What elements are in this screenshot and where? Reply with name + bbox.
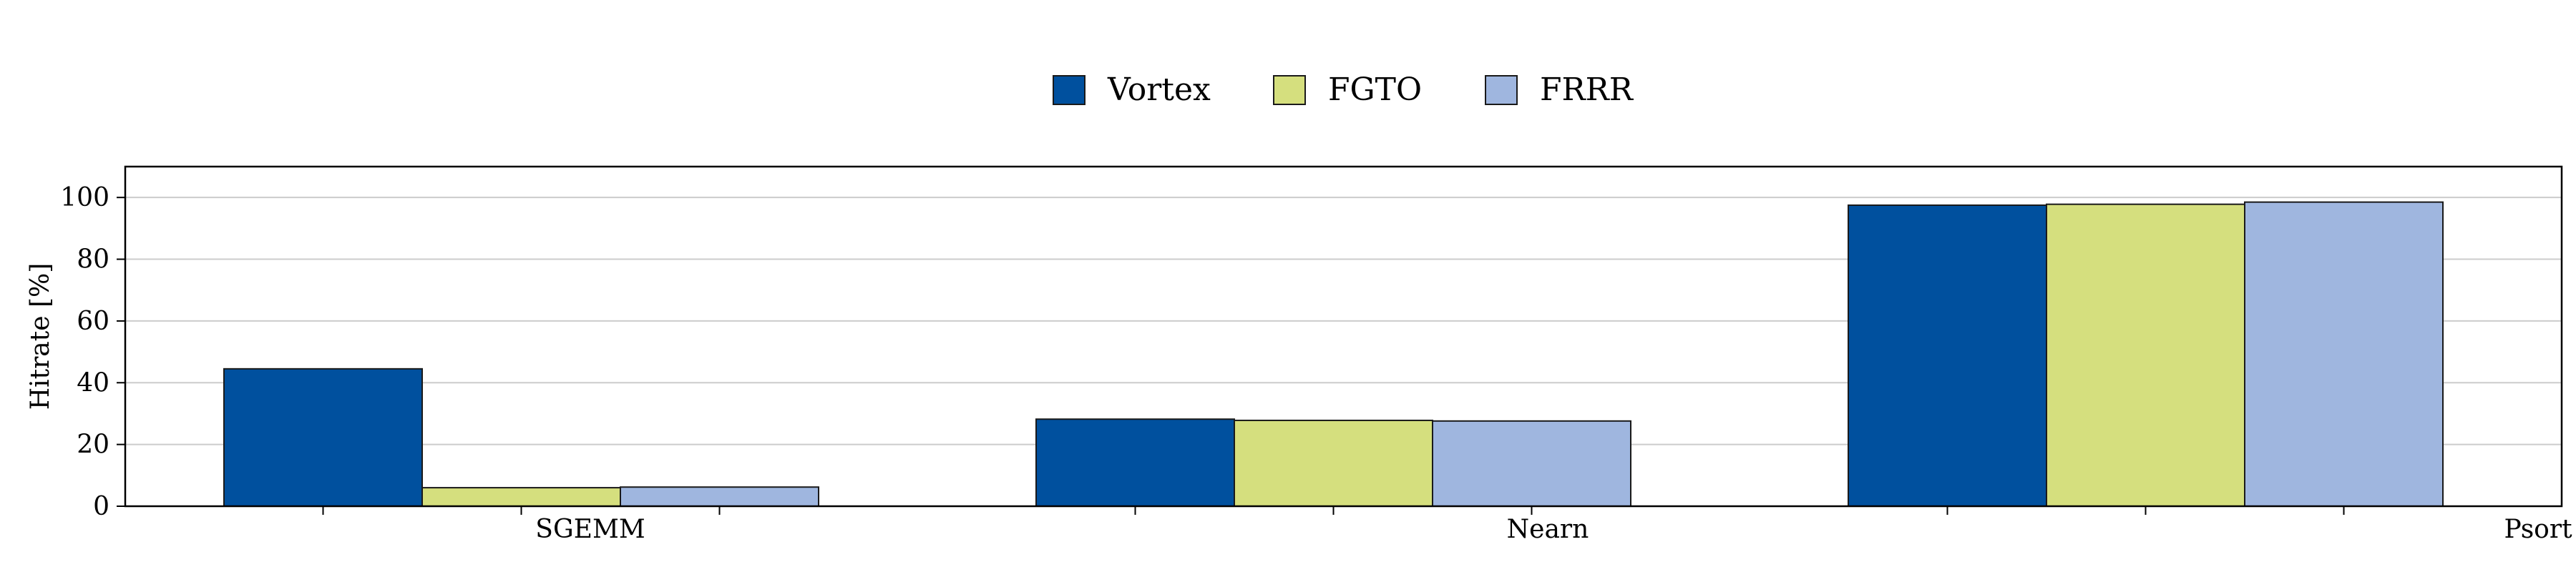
y-tick-label: 40 <box>77 368 109 398</box>
bar-vortex-psort <box>1848 204 2047 507</box>
legend-item-frrr: FRRR <box>1485 72 1634 108</box>
legend-label: FRRR <box>1540 72 1634 108</box>
legend: Vortex FGTO FRRR <box>1053 72 1634 108</box>
y-axis-label: Hitrate [%] <box>26 263 55 410</box>
legend-item-fgto: FGTO <box>1273 72 1422 108</box>
legend-label: FGTO <box>1328 72 1422 108</box>
y-axis: 0 20 40 60 80 100 <box>60 183 125 521</box>
legend-swatch <box>1485 75 1518 105</box>
x-tick-label: SGEMM <box>535 515 645 544</box>
x-tick-label: Nearn <box>1507 515 1589 544</box>
y-tick-label: 20 <box>77 430 109 460</box>
bars <box>223 201 2444 508</box>
x-tick-label: Psort <box>2504 515 2572 544</box>
bar-fgto-psort <box>2046 203 2245 507</box>
x-axis: SGEMM Nearn Psort <box>322 506 2572 544</box>
bar-frrr-sgemm <box>620 486 819 508</box>
bar-fgto-sgemm <box>421 487 621 507</box>
bar-fgto-nearn <box>1234 419 1433 507</box>
legend-label: Vortex <box>1107 72 1211 108</box>
bar-frrr-nearn <box>1432 420 1631 507</box>
y-tick-label: 0 <box>93 492 109 521</box>
plot-frame <box>124 165 2563 508</box>
y-tick-label: 100 <box>60 183 109 212</box>
legend-swatch <box>1053 75 1085 105</box>
legend-item-vortex: Vortex <box>1053 72 1211 108</box>
y-tick-label: 80 <box>77 245 109 275</box>
bar-frrr-psort <box>2244 201 2444 507</box>
legend-swatch <box>1273 75 1306 105</box>
bar-vortex-nearn <box>1035 418 1235 508</box>
y-tick-label: 60 <box>77 307 109 336</box>
bar-vortex-sgemm <box>223 368 423 507</box>
